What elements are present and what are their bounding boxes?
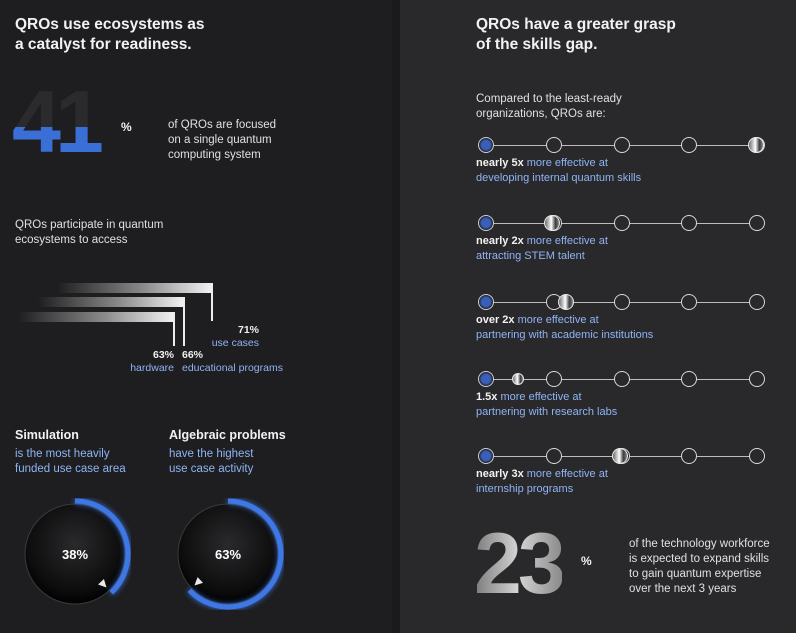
algebraic-text: have the highest use case activity [169,448,254,475]
qro-marker-node [512,373,524,385]
comparison-item: over 2x more effective at partnering wit… [400,293,796,353]
scale-node [614,137,630,153]
qro-marker-node [612,448,628,464]
label-educational-programs-name: educational programs [182,362,283,374]
algebraic-dial: 63% [172,498,284,610]
scale-node [749,371,765,387]
leader-use-cases [211,283,213,321]
comparison-line2: partnering with research labs [476,406,618,418]
algebraic-value: 63% [214,546,242,562]
comparison-statement: nearly 3x more effective at internship p… [476,467,608,497]
ecosystems-intro: QROs participate in quantum ecosystems t… [15,219,164,246]
simulation-dial-arc [74,498,131,595]
baseline-node [478,294,494,310]
bar-use-cases [57,283,213,293]
scale-node [681,448,697,464]
comparison-lead: nearly 5x [476,157,524,169]
baseline-node [478,448,494,464]
scale-node [546,448,562,464]
simulation-dial-pointer [98,578,107,588]
right-title: QROs have a greater grasp of the skills … [476,16,676,53]
leader-hardware [173,312,175,346]
algebraic-dial-arc [187,498,284,610]
left-title: QROs use ecosystems as a catalyst for re… [15,16,205,53]
comparison-item: nearly 5x more effective at developing i… [400,136,796,196]
label-hardware-pct: 63% [152,349,174,361]
simulation-title: Simulation [15,428,79,442]
label-use-cases-name: use cases [211,337,259,349]
algebraic-title: Algebraic problems [169,428,286,442]
comparison-lead: nearly 2x [476,235,524,247]
comparison-rest: more effective at [517,314,599,326]
leader-educational-programs [183,297,185,346]
label-use-cases-pct: 71% [237,324,259,336]
qro-marker-node [544,215,560,231]
comparison-line2: internship programs [476,483,574,495]
scale-node [681,294,697,310]
left-panel: QROs use ecosystems as a catalyst for re… [0,0,392,633]
baseline-node [478,137,494,153]
bar-educational-programs [38,297,185,307]
scale-node [614,215,630,231]
stat-41-text: of QROs are focused on a single quantum … [168,119,277,161]
qro-marker-node [557,294,574,310]
comparison-line2: partnering with academic institutions [476,329,654,341]
bar-hardware [18,312,175,322]
scale-node [749,294,765,310]
comparison-rest: more effective at [526,235,608,247]
simulation-value: 38% [61,546,89,562]
label-educational-programs-pct: 66% [182,349,204,361]
comparison-rest: more effective at [526,157,608,169]
comparison-line2: attracting STEM talent [476,250,585,262]
right-panel: QROs have a greater grasp of the skills … [400,0,796,633]
scale-node [681,371,697,387]
comparison-lead: nearly 3x [476,468,524,480]
scale-node [749,215,765,231]
scale-node [546,137,562,153]
simulation-dial: 38% [19,498,131,610]
label-educational-programs: 66% educational programs [182,349,290,375]
comparison-statement: nearly 2x more effective at attracting S… [476,234,608,264]
qro-marker-node [748,137,764,153]
baseline-node [478,371,494,387]
algebraic-dial-pointer [194,577,204,586]
comparison-item: nearly 2x more effective at attracting S… [400,214,796,274]
comparison-item: nearly 3x more effective at internship p… [400,447,796,507]
scale-node [681,137,697,153]
stat-41-number: 41 41 [12,82,104,162]
comparison-lead: 1.5x [476,391,498,403]
comparison-rest: more effective at [526,468,608,480]
right-intro: Compared to the least-ready organization… [476,93,622,120]
comparison-statement: over 2x more effective at partnering wit… [476,313,653,343]
stat-41-number-fill: 41 [12,127,104,162]
stat-23-unit: % [581,554,592,568]
baseline-node [478,215,494,231]
scale-node [681,215,697,231]
stat-41-unit: % [121,120,132,134]
label-hardware-name: hardware [130,362,174,374]
label-use-cases: 71% use cases [200,324,259,350]
scale-node [546,371,562,387]
scale-node [749,448,765,464]
comparison-statement: nearly 5x more effective at developing i… [476,156,641,186]
scale-node [614,371,630,387]
stat-23-number: 23 [474,516,566,612]
comparison-rest: more effective at [500,391,582,403]
stat-23-text: of the technology workforce is expected … [629,538,770,595]
comparison-line2: developing internal quantum skills [476,172,642,184]
scale-node [614,294,630,310]
label-hardware: 63% hardware [120,349,174,375]
comparison-item: 1.5x more effective at partnering with r… [400,370,796,430]
comparison-statement: 1.5x more effective at partnering with r… [476,390,617,420]
simulation-text: is the most heavily funded use case area [15,448,126,475]
comparison-lead: over 2x [476,314,515,326]
